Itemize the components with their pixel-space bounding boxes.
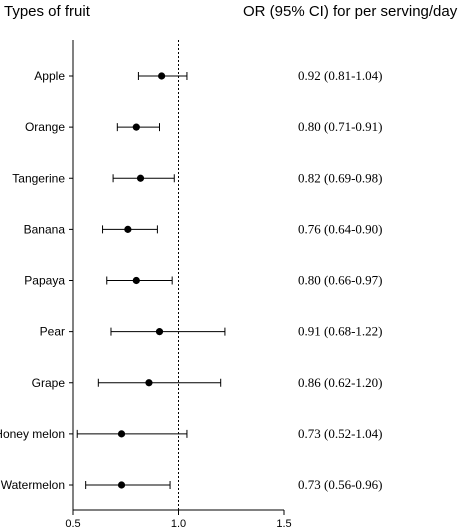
plot-area: 0.5 1.0 1.5 Apple 0.92 (0.81-1.04) Orange 0.80… bbox=[0, 40, 383, 530]
category-label: Honey melon bbox=[0, 427, 65, 441]
x-tick-label: 1.0 bbox=[171, 518, 186, 530]
or-point bbox=[136, 174, 145, 182]
category-label: Grape bbox=[32, 376, 66, 390]
or-value-label: 0.76 (0.64-0.90) bbox=[298, 221, 383, 236]
or-point bbox=[158, 72, 166, 80]
header-or-ci: OR (95% CI) for per serving/day bbox=[243, 3, 458, 20]
or-value-label: 0.73 (0.56-0.96) bbox=[298, 477, 383, 492]
or-point bbox=[155, 328, 164, 336]
or-value-label: 0.73 (0.52-1.04) bbox=[298, 426, 383, 441]
or-point bbox=[132, 276, 140, 285]
or-point bbox=[117, 430, 126, 438]
or-point bbox=[132, 123, 140, 131]
category-label: Orange bbox=[25, 120, 65, 134]
header-types-of-fruit: Types of fruit bbox=[4, 3, 91, 20]
x-tick-label: 0.5 bbox=[65, 518, 80, 530]
category-label: Banana bbox=[24, 222, 66, 236]
category-label: Tangerine bbox=[12, 171, 65, 185]
or-value-label: 0.92 (0.81-1.04) bbox=[298, 68, 383, 83]
category-label: Watermelon bbox=[1, 478, 65, 492]
or-point bbox=[145, 379, 153, 387]
or-point bbox=[124, 225, 132, 233]
category-label: Apple bbox=[34, 69, 65, 83]
or-value-label: 0.80 (0.71-0.91) bbox=[298, 119, 383, 134]
or-value-label: 0.86 (0.62-1.20) bbox=[298, 375, 383, 390]
x-tick-label: 1.5 bbox=[276, 518, 291, 530]
or-value-label: 0.82 (0.69-0.98) bbox=[298, 170, 383, 185]
or-value-label: 0.80 (0.66-0.97) bbox=[298, 273, 383, 288]
category-label: Pear bbox=[40, 325, 65, 339]
or-point bbox=[117, 481, 126, 489]
category-label: Papaya bbox=[24, 274, 65, 288]
or-value-label: 0.91 (0.68-1.22) bbox=[298, 324, 383, 339]
